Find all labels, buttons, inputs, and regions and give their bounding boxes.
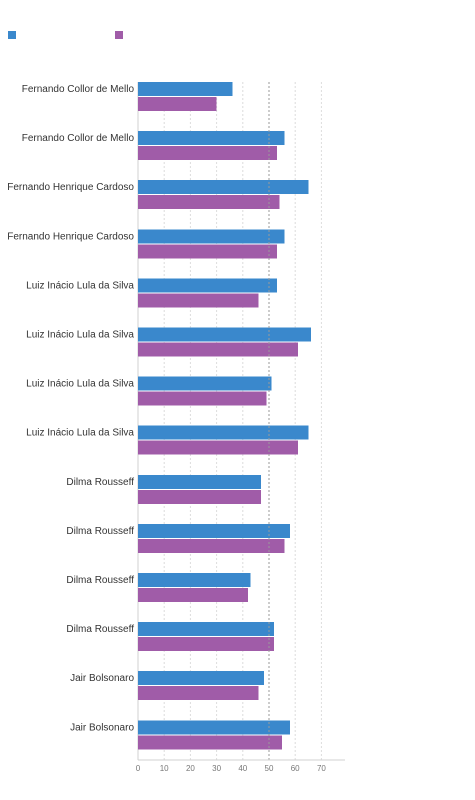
bar-row-11-series-1 — [138, 573, 251, 587]
bar-row-7-series-1 — [138, 376, 272, 391]
category-label: Fernando Collor de Mello — [22, 84, 135, 95]
category-label: Luiz Inácio Lula da Silva — [26, 428, 134, 439]
category-label: Jair Bolsonaro — [70, 722, 134, 733]
bar-row-9-series-2 — [138, 489, 262, 504]
bar-row-12-series-1 — [138, 622, 275, 637]
category-label: Fernando Collor de Mello — [22, 133, 135, 144]
x-axis: 0 10 20 30 40 50 60 70 — [136, 759, 345, 773]
bar-row-11-series-2 — [138, 588, 249, 602]
category-labels: Fernando Collor de Mello Fernando Collor … — [7, 84, 134, 733]
category-label: Fernando Henrique Cardoso — [7, 182, 134, 193]
category-label: Dilma Rousseff — [66, 624, 134, 635]
x-tick-label-70: 70 — [317, 764, 326, 773]
bar-row-7-series-2 — [138, 391, 267, 406]
category-label: Dilma Rousseff — [66, 575, 134, 586]
bar-row-13-series-1 — [138, 671, 264, 686]
bar-row-1-series-1 — [138, 82, 233, 96]
x-tick-label-10: 10 — [160, 764, 169, 773]
x-tick-label-40: 40 — [238, 764, 247, 773]
bar-row-2-series-2 — [138, 146, 277, 161]
bar-row-6-series-1 — [138, 327, 311, 342]
x-tick-label-30: 30 — [212, 764, 221, 773]
x-tick-label-20: 20 — [186, 764, 195, 773]
bars — [138, 82, 311, 750]
x-tick-label-0: 0 — [136, 764, 141, 773]
bar-row-10-series-1 — [138, 523, 290, 538]
bar-row-4-series-1 — [138, 229, 285, 244]
bar-row-8-series-1 — [138, 425, 309, 440]
bar-row-14-series-2 — [138, 735, 283, 750]
bar-row-14-series-1 — [138, 720, 290, 735]
x-tick-label-60: 60 — [291, 764, 300, 773]
category-label: Fernando Henrique Cardoso — [7, 231, 134, 242]
category-label: Luiz Inácio Lula da Silva — [26, 379, 134, 390]
bar-row-9-series-1 — [138, 474, 262, 489]
bar-row-5-series-2 — [138, 293, 259, 308]
bar-row-1-series-2 — [138, 97, 217, 111]
x-tick-label-50: 50 — [265, 764, 274, 773]
legend-swatch-2 — [115, 31, 123, 39]
bar-row-3-series-1 — [138, 180, 309, 195]
category-label: Luiz Inácio Lula da Silva — [26, 280, 134, 291]
bar-row-2-series-1 — [138, 131, 285, 146]
category-label: Dilma Rousseff — [66, 477, 134, 488]
category-label: Dilma Rousseff — [66, 526, 134, 537]
bar-row-8-series-2 — [138, 440, 298, 455]
category-label: Luiz Inácio Lula da Silva — [26, 330, 134, 341]
bar-row-4-series-2 — [138, 244, 277, 259]
bar-row-12-series-2 — [138, 637, 275, 652]
bar-row-10-series-2 — [138, 538, 285, 553]
category-label: Jair Bolsonaro — [70, 673, 134, 684]
bar-row-13-series-2 — [138, 686, 259, 701]
bar-row-5-series-1 — [138, 278, 277, 293]
bar-row-3-series-2 — [138, 195, 280, 210]
legend-swatch-1 — [8, 31, 16, 39]
legend — [8, 31, 123, 39]
bar-row-6-series-2 — [138, 342, 298, 357]
